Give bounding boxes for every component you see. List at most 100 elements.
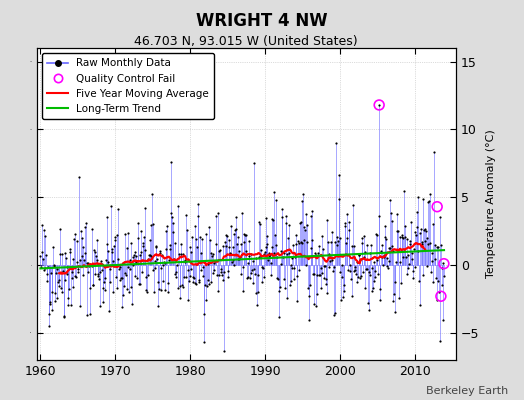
Point [75,302,84,309]
Point [246,270,255,276]
Point [112,274,120,280]
Point [383,254,391,261]
Point [222,232,231,238]
Point [85,262,93,269]
Point [381,234,389,240]
Point [280,250,289,256]
Point [114,206,123,212]
Point [195,277,204,283]
Point [330,312,339,318]
Point [269,189,278,195]
Point [255,218,264,225]
Point [436,214,444,220]
Point [91,249,99,255]
Point [184,267,192,273]
Point [107,246,116,252]
Point [303,222,312,228]
Point [180,258,189,265]
Point [216,247,224,253]
Point [42,271,51,278]
Point [110,243,118,250]
Legend: Raw Monthly Data, Quality Control Fail, Five Year Moving Average, Long-Term Tren: Raw Monthly Data, Quality Control Fail, … [42,53,214,119]
Point [346,268,354,274]
Point [385,258,394,264]
Point [43,264,52,270]
Point [99,298,107,305]
Point [124,230,133,236]
Point [433,244,441,251]
Point [186,272,194,279]
Point [406,241,414,247]
Point [111,237,119,243]
Point [127,240,135,246]
Point [84,269,93,275]
Point [131,273,139,280]
Point [197,250,205,256]
Point [289,276,298,282]
Point [422,228,430,234]
Point [93,237,101,243]
Point [160,287,169,293]
Point [72,259,81,265]
Point [61,276,69,283]
Point [332,140,340,146]
Point [314,242,323,249]
Point [335,196,343,202]
Point [199,264,208,270]
Point [132,259,140,266]
Point [48,288,56,295]
Point [277,248,286,254]
Point [429,279,438,286]
Point [148,220,157,227]
Point [94,270,102,277]
Point [304,285,312,291]
Point [174,251,183,257]
Point [349,201,357,208]
Point [401,233,410,240]
Point [147,253,156,259]
Point [141,247,149,253]
Point [176,283,184,289]
Point [226,251,235,258]
Point [135,251,144,258]
Point [102,214,111,220]
Point [428,258,436,264]
Point [83,260,91,266]
Point [209,270,217,276]
Point [340,282,348,288]
Point [435,338,444,344]
Point [206,250,215,256]
Point [348,243,356,249]
Point [386,245,394,252]
Point [215,271,223,278]
Point [229,257,237,263]
Point [177,250,185,257]
Point [256,221,264,228]
Point [316,285,325,291]
Point [181,257,189,264]
Point [251,270,259,277]
Point [86,285,94,291]
Point [313,272,321,278]
Point [242,248,250,254]
Point [174,285,182,291]
Point [128,262,137,268]
Point [389,298,398,305]
Point [157,265,166,271]
Point [406,238,414,244]
Point [300,224,309,230]
Point [165,257,173,264]
Point [148,191,156,197]
Point [439,317,447,323]
Point [40,227,48,233]
Point [88,226,96,232]
Point [403,265,412,271]
Point [202,296,210,303]
Point [219,243,227,249]
Point [410,229,419,235]
Point [161,246,170,252]
Point [346,261,355,268]
Point [417,226,425,232]
Point [397,231,406,238]
Point [140,234,148,240]
